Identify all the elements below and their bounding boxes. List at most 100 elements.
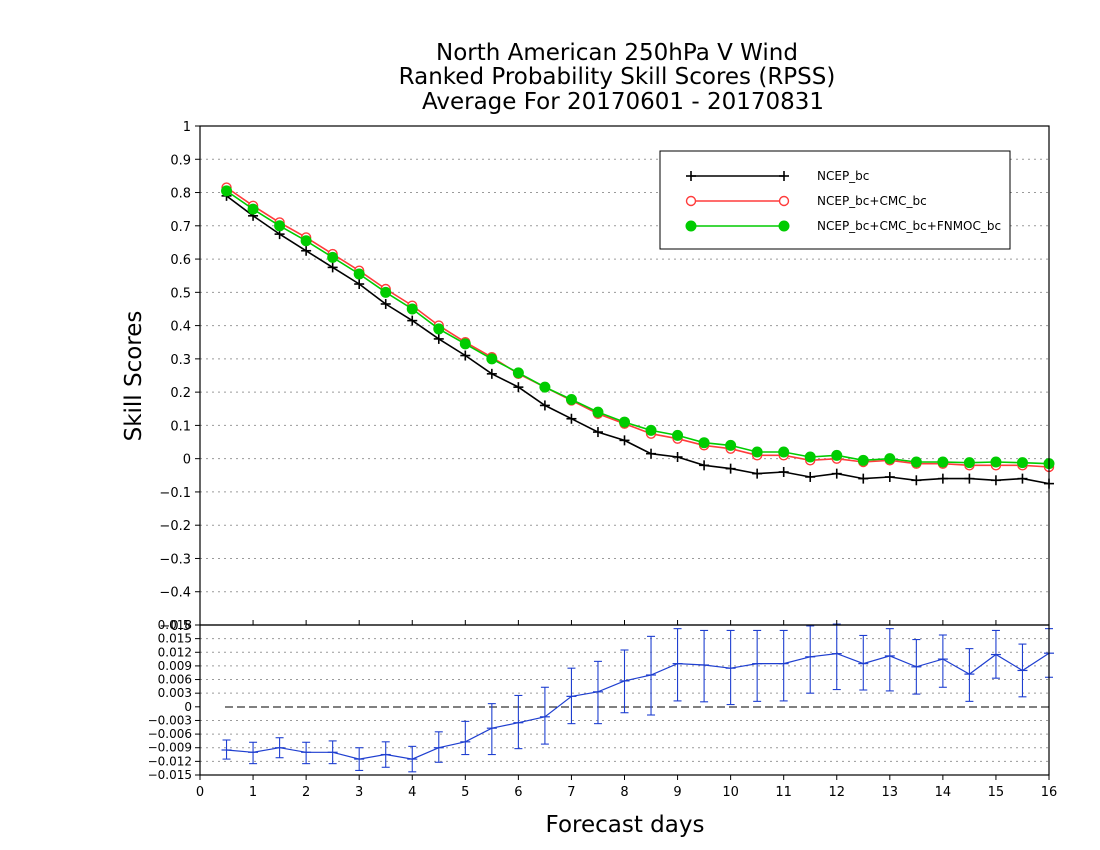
data-point-filled-circle [804,451,816,463]
data-point-filled-circle [910,456,922,468]
x-tick-label: 14 [935,785,952,800]
x-tick-label: 16 [1041,785,1058,800]
x-tick-label: 4 [408,785,416,800]
x-tick-label: 7 [567,785,575,800]
x-tick-label: 1 [249,785,257,800]
error-bar [249,741,258,765]
data-point-plus [858,473,869,484]
x-ticks: 0 1 2 3 4 5 6 7 8 9 10 11 12 13 14 15 16 [196,620,1057,800]
data-point-filled-circle [459,338,471,350]
data-point-filled-circle [937,456,949,468]
data-point-filled-circle [698,437,710,449]
top-y-tick-label: −0.5 [159,619,191,634]
top-y-tick-label: −0.1 [159,486,191,501]
error-bar [461,720,470,756]
data-point-filled-circle [963,457,975,469]
data-point-plus [513,382,524,393]
skill-score-panel: 1 0.9 0.8 0.7 0.6 0.5 0.4 0.3 0.2 0.1 0 −0.1 −0.2 −0.… [121,120,1055,634]
data-point-filled-circle [619,416,630,428]
data-point-plus [407,315,418,326]
data-point-plus [672,452,683,463]
data-point-filled-circle [645,424,657,436]
data-point-plus [1017,473,1028,484]
error-bar [726,629,735,706]
legend-marker-open-circle [778,195,790,207]
legend-label: NCEP_bc [817,169,869,183]
data-point-filled-circle [884,453,896,465]
top-y-tick-label: −0.2 [159,519,191,534]
top-y-tick-label: 0.5 [170,286,191,301]
data-point-plus [725,463,736,474]
bottom-y-tick-label: −0.015 [148,768,192,782]
bottom-y-tick-label: 0.006 [158,673,192,687]
data-point-plus [990,475,1001,486]
chart-title-line-2: Ranked Probability Skill Scores (RPSS) [399,64,836,90]
data-point-filled-circle [990,456,1002,468]
x-tick-label: 12 [828,785,845,800]
error-bar [647,635,656,716]
x-tick-label: 15 [988,785,1005,800]
top-y-tick-label: 0.8 [170,187,191,202]
legend-marker-filled-circle [685,220,697,232]
error-bar [540,686,549,745]
error-bar [434,731,443,763]
top-y-tick-label: 1 [183,120,191,135]
top-y-tick-label: −0.3 [159,552,191,567]
data-point-plus [592,427,603,438]
bottom-y-tick-label: −0.006 [148,727,192,741]
data-point-filled-circle [433,323,445,335]
error-bar [965,648,974,702]
data-point-plus [937,473,948,484]
data-point-plus [566,413,577,424]
data-point-plus [354,279,365,290]
top-y-tick-label: 0.7 [170,220,191,235]
bottom-y-tick-label: −0.003 [148,713,192,727]
data-point-plus [460,350,471,361]
data-point-plus [699,460,710,471]
top-y-tick-label: −0.4 [159,586,191,601]
legend-marker-plus [686,171,696,181]
error-bar [514,694,523,750]
data-point-filled-circle [221,185,233,197]
bottom-y-tick-label: 0.003 [158,686,192,700]
top-y-tick-label: 0.2 [170,386,191,401]
data-point-plus [964,473,975,484]
top-y-tick-label: 0.6 [170,253,191,268]
data-point-filled-circle [274,220,286,232]
error-bar [700,629,709,703]
error-bar [885,628,894,692]
data-point-filled-circle [512,367,524,379]
legend-box [659,150,1011,250]
data-point-plus [831,468,842,479]
x-tick-label: 2 [302,785,310,800]
error-bar [593,660,602,725]
error-bar [487,703,496,756]
x-tick-label: 5 [461,785,469,800]
top-y-ticks: 1 0.9 0.8 0.7 0.6 0.5 0.4 0.3 0.2 0.1 0 −0.1 −0.2 −0.… [159,120,200,634]
data-point-plus [486,368,497,379]
legend-marker-plus [779,171,789,181]
legend: NCEP_bc NCEP_bc+CMC_bc NCEP_bc+CMC_bc+FNMO… [659,150,1011,250]
legend-marker-open-circle [685,195,697,207]
chart-title-line-3: Average For 20170601 - 20170831 [422,89,824,115]
data-point-filled-circle [300,235,312,247]
top-y-tick-label: 0 [183,453,191,468]
data-point-filled-circle [1016,457,1028,469]
data-point-filled-circle [539,381,551,393]
x-tick-label: 0 [196,785,204,800]
x-tick-label: 3 [355,785,363,800]
data-point-filled-circle [725,439,737,451]
error-bar [753,629,762,702]
bottom-y-tick-label: 0.012 [158,645,192,659]
data-point-filled-circle [353,268,365,280]
data-point-filled-circle [247,203,259,215]
bottom-y-tick-label: 0.015 [158,632,192,646]
data-point-filled-circle [672,429,684,441]
bottom-y-tick-label: −0.012 [148,754,192,768]
error-bar [779,629,788,702]
bottom-y-tick-label: 0 [184,700,192,714]
difference-line [226,652,1050,760]
data-point-filled-circle [486,353,498,365]
data-point-plus [752,468,763,479]
chart-title-line-1: North American 250hPa V Wind [436,40,798,66]
